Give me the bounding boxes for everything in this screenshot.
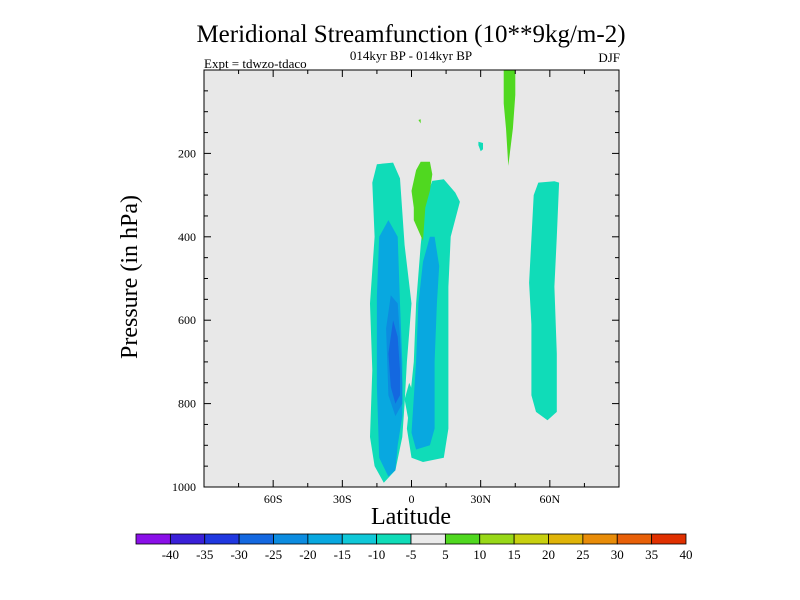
x-axis-label: Latitude [371,504,451,530]
colorbar-label: -40 [162,547,179,562]
x-tick-label: 60S [264,492,283,506]
colorbar-label: 40 [680,547,693,562]
colorbar-box [444,533,481,545]
colorbar-label: 10 [473,547,486,562]
expt-annotation: Expt = tdwzo-tdaco [204,56,307,71]
contour-regions [370,70,560,483]
contour-region-level-10 [418,119,421,124]
y-tick-label: 600 [178,313,196,327]
y-tick-label: 1000 [172,480,196,494]
colorbar-box [307,533,343,545]
colorbar-box [479,533,515,545]
y-tick-label: 200 [178,146,196,160]
colorbar-box [376,533,412,545]
contour-region-level-10 [503,70,516,166]
colorbar-box [513,533,549,545]
colorbar-box [548,533,584,545]
colorbar-box [341,533,378,545]
chart-subtitle: 014kyr BP - 014kyr BP [350,48,472,63]
colorbar-label: -10 [368,547,385,562]
y-tick-label: 800 [178,397,196,411]
colorbar: -40 -35 -30 -25 -20 -15 -10 -5 5 10 15 20 25 30 35 40 [135,533,693,562]
colorbar-box [204,533,240,545]
contour-region-level-neg15 [411,236,440,450]
season-annotation: DJF [598,50,620,65]
colorbar-label: 5 [442,547,449,562]
colorbar-label: -35 [196,547,213,562]
colorbar-label: 35 [645,547,658,562]
x-tick-label: 30N [470,492,491,506]
colorbar-box [238,533,274,545]
contour-region-level-10 [411,161,433,241]
chart-title: Meridional Streamfunction (10**9kg/m-2) [196,21,625,48]
axis-ticks: 60S 30S 0 30N 60N 200 400 600 800 1000 [172,70,619,506]
x-tick-label: 60N [539,492,560,506]
contour-region-level-neg10 [478,141,483,152]
colorbar-label: -20 [299,547,316,562]
y-axis-label: Pressure (in hPa) [117,195,143,359]
contour-region-level-neg10 [404,382,417,425]
colorbar-label: 30 [611,547,624,562]
x-tick-label: 0 [409,492,415,506]
colorbar-label: -5 [406,547,417,562]
colorbar-label: -30 [230,547,247,562]
colorbar-label: -15 [334,547,351,562]
colorbar-label: -25 [265,547,282,562]
colorbar-label: 15 [508,547,521,562]
colorbar-box [651,533,687,545]
contour-region-level-neg25 [388,320,400,404]
colorbar-box [135,533,171,545]
x-tick-label: 30S [333,492,352,506]
colorbar-box [169,533,206,545]
contour-region-level-neg10 [529,181,560,421]
colorbar-label: 20 [542,547,555,562]
colorbar-box [410,533,446,545]
colorbar-box [582,533,618,545]
colorbar-box [616,533,653,545]
colorbar-box [273,533,309,545]
y-tick-label: 400 [178,230,196,244]
colorbar-label: 25 [576,547,589,562]
